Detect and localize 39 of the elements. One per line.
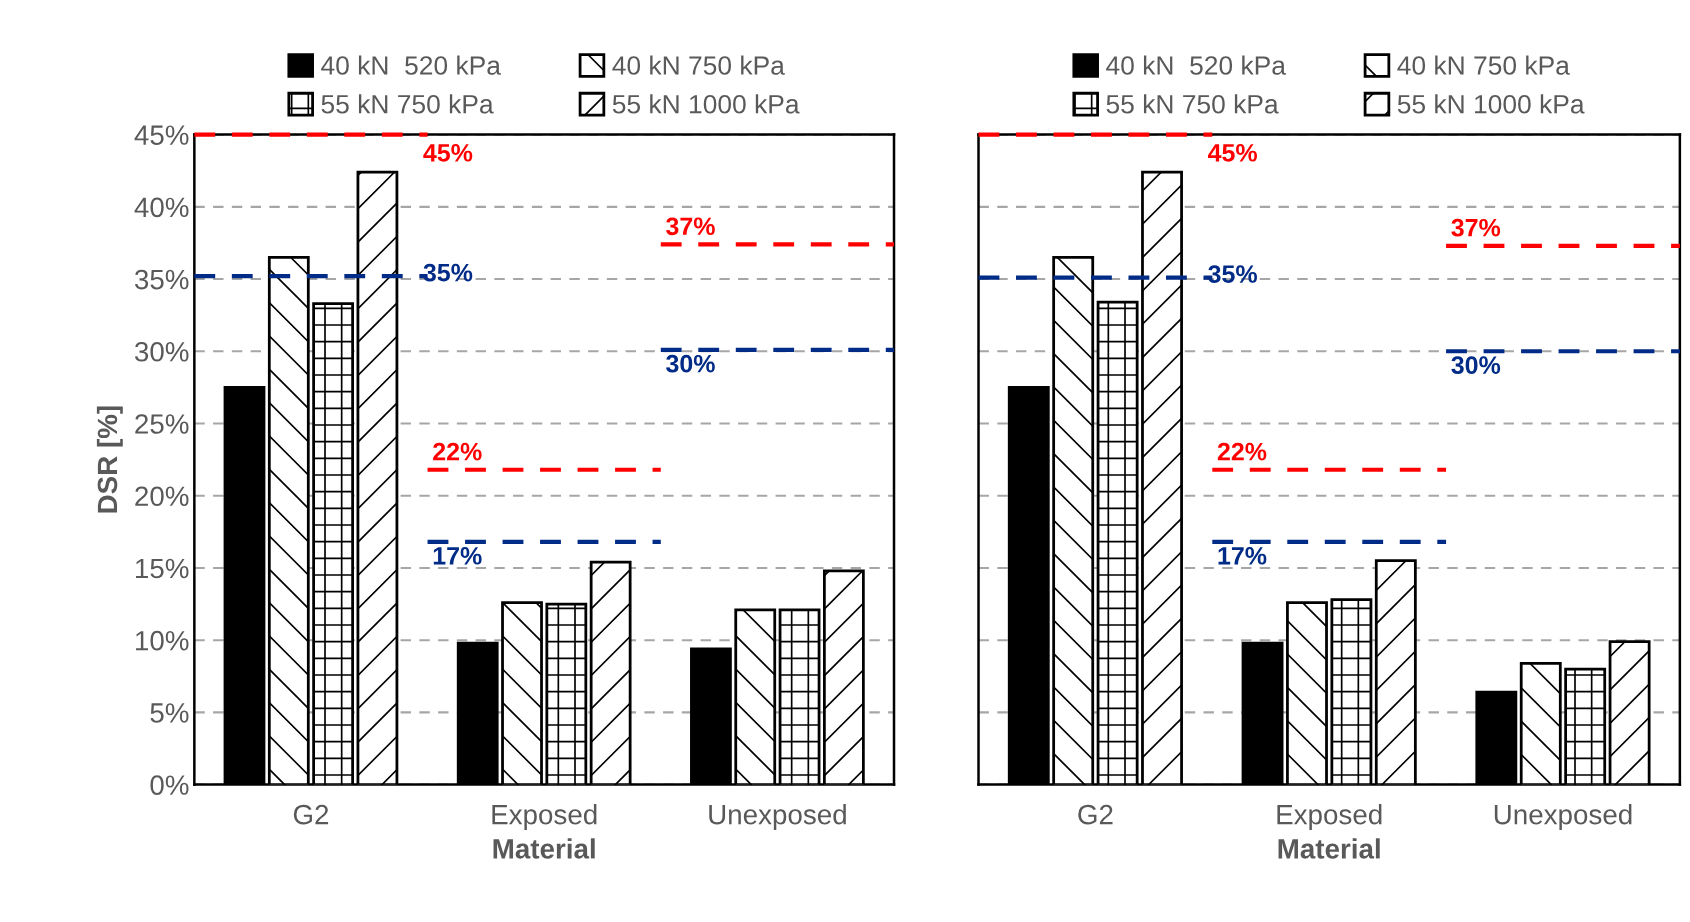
y-tick-label: 15% xyxy=(136,558,189,579)
ref-line-label: 22% xyxy=(433,442,482,461)
legend-label: 40 kN 750 kPa xyxy=(1397,55,1570,75)
y-tick-label: 40% xyxy=(134,197,189,218)
ref-line-label: 17% xyxy=(433,547,482,565)
y-tick-label: 30% xyxy=(134,341,189,362)
legend-label: 40 kN 520 kPa xyxy=(321,55,501,75)
x-tick-label: G2 xyxy=(293,804,329,825)
legend-label: 55 kN 750 kPa xyxy=(1106,94,1279,114)
legend-label: 55 kN 750 kPa xyxy=(321,94,494,114)
legend-label: 55 kN 1000 kPa xyxy=(612,94,800,114)
ref-line-label: 22% xyxy=(1217,442,1267,461)
x-axis-title: Material xyxy=(493,838,595,859)
ref-line-label: 30% xyxy=(666,354,715,373)
y-tick-label: 45% xyxy=(134,125,189,145)
x-tick-label: Exposed xyxy=(492,804,597,830)
ref-line-label: 37% xyxy=(1451,218,1501,237)
ref-line-label: 35% xyxy=(1208,265,1257,283)
y-tick-label: 25% xyxy=(135,414,189,434)
x-tick-label: Exposed xyxy=(1277,804,1382,830)
y-tick-label: 0% xyxy=(150,775,189,795)
ref-line-label: 35% xyxy=(423,263,473,282)
ref-line-label: 45% xyxy=(423,144,473,162)
x-tick-label: G2 xyxy=(1078,804,1113,825)
ref-line-label: 30% xyxy=(1451,356,1501,375)
y-tick-label: 20% xyxy=(135,486,189,507)
y-axis-title: DSR [%] xyxy=(96,406,123,513)
x-axis-title: Material xyxy=(1278,838,1380,859)
legend-label: 40 kN 750 kPa xyxy=(612,55,785,75)
legend-label: 55 kN 1000 kPa xyxy=(1397,94,1585,114)
ref-line-label: 37% xyxy=(666,217,715,236)
ref-line-label: 17% xyxy=(1218,547,1267,565)
ref-line-label: 45% xyxy=(1208,144,1257,162)
x-tick-label: Unexposed xyxy=(709,804,846,830)
y-tick-label: 35% xyxy=(134,269,189,290)
y-tick-label: 10% xyxy=(136,630,189,651)
legend-label: 40 kN 520 kPa xyxy=(1106,55,1286,75)
y-tick-label: 5% xyxy=(150,703,189,723)
x-tick-label: Unexposed xyxy=(1494,804,1632,830)
